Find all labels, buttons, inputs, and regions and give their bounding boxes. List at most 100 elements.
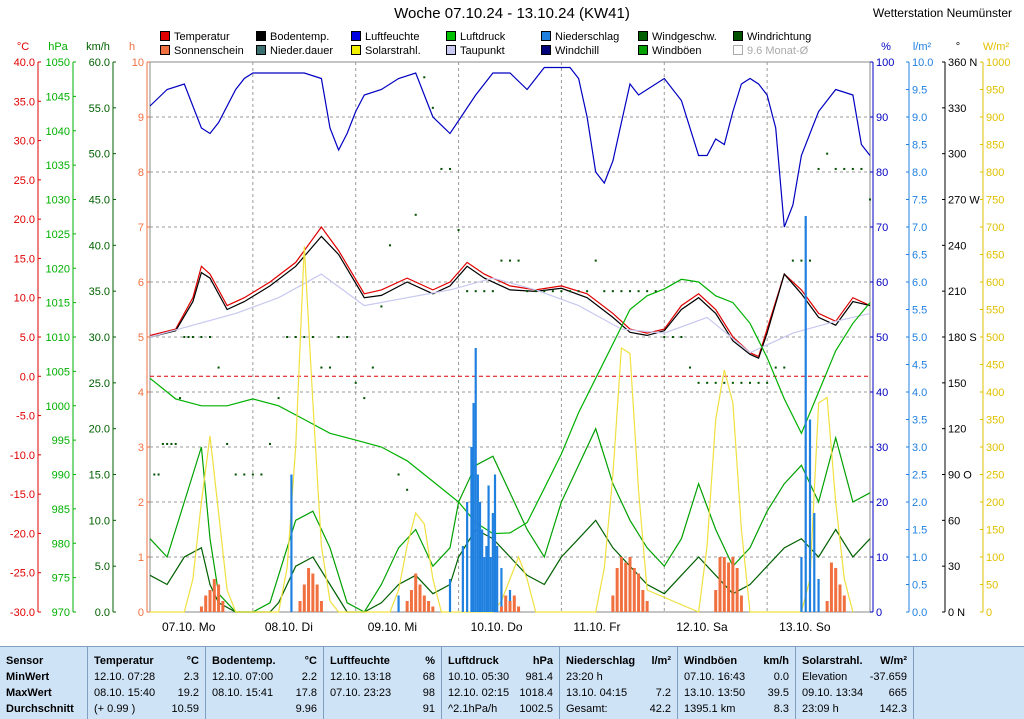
- stats-cell: 10.10. 05:30: [448, 671, 510, 683]
- bar-sonnenschein: [319, 601, 323, 612]
- point-windrichtung: [303, 336, 306, 338]
- bar-sonnenschein: [718, 557, 722, 612]
- hum-tick-label: 60: [876, 277, 888, 289]
- dir-tick-label: 180 S: [948, 332, 977, 344]
- solar-tick-label: 350: [986, 415, 1004, 427]
- hum-tick-label: 10: [876, 552, 888, 564]
- point-windrichtung: [363, 397, 366, 400]
- bar-niederschlag: [496, 546, 499, 612]
- legend-swatch: [638, 45, 648, 55]
- bar-niederschlag: [804, 216, 807, 612]
- point-windrichtung: [731, 381, 734, 384]
- solar-tick-label: 200: [986, 497, 1004, 509]
- bar-sonnenschein: [517, 606, 521, 612]
- legend-item: Bodentemp.: [256, 31, 329, 43]
- dir-tick-label: 270 W: [948, 195, 980, 207]
- point-windrichtung: [534, 290, 537, 293]
- press-tick-label: 1020: [46, 263, 70, 275]
- temp-tick-label: 30.0: [14, 136, 35, 148]
- bar-niederschlag: [481, 529, 484, 612]
- point-windrichtung: [191, 336, 194, 338]
- bar-sonnenschein: [829, 562, 833, 612]
- temp-axis-unit: °C: [17, 41, 29, 53]
- stats-value: 7.2: [655, 687, 671, 699]
- point-windrichtung: [774, 366, 777, 369]
- stats-value: 19.2: [177, 687, 199, 699]
- stats-header: Niederschlag: [566, 655, 636, 667]
- point-windrichtung: [226, 442, 229, 445]
- point-windrichtung: [834, 167, 837, 170]
- press-tick-label: 1040: [46, 126, 70, 138]
- legend-item: Windrichtung: [733, 31, 811, 43]
- solar-tick-label: 400: [986, 387, 1004, 399]
- bar-sonnenschein: [418, 584, 422, 612]
- sun-tick-label: 8: [138, 167, 144, 179]
- stats-cell: 13.10. 04:15: [566, 687, 628, 699]
- legend-swatch: [256, 31, 266, 41]
- hum-tick-label: 80: [876, 167, 888, 179]
- hum-axis-unit: %: [881, 41, 891, 53]
- point-windrichtung: [294, 336, 297, 338]
- solar-tick-label: 450: [986, 360, 1004, 372]
- point-windrichtung: [809, 259, 811, 262]
- press-tick-label: 1045: [46, 91, 70, 103]
- rain-tick-label: 5.0: [912, 332, 927, 344]
- point-windrichtung: [320, 366, 323, 369]
- rain-tick-label: 1.0: [912, 552, 927, 564]
- press-tick-label: 1050: [46, 57, 70, 69]
- legend-label: Windchill: [555, 45, 600, 57]
- legend-swatch: [351, 45, 361, 55]
- stats-unit: km/h: [763, 655, 789, 667]
- point-windrichtung: [217, 366, 220, 369]
- bar-niederschlag: [470, 447, 473, 612]
- wind-tick-label: 60.0: [89, 57, 110, 69]
- x-tick-label: 11.10. Fr: [573, 620, 620, 634]
- temp-tick-label: 10.0: [14, 293, 35, 305]
- bar-sonnenschein: [834, 568, 838, 612]
- solar-tick-label: 600: [986, 277, 1004, 289]
- point-windrichtung: [800, 259, 803, 262]
- rain-tick-label: 9.5: [912, 85, 927, 97]
- temp-tick-label: 15.0: [14, 253, 35, 265]
- dir-tick-label: 0 N: [948, 607, 965, 619]
- bar-niederschlag: [485, 546, 488, 612]
- point-windrichtung: [869, 198, 871, 201]
- press-tick-label: 980: [52, 538, 70, 550]
- solar-tick-label: 250: [986, 470, 1004, 482]
- stats-section: Luftfeuchte% 12.10. 13:18 68 07.10. 23:23 98…: [324, 647, 442, 719]
- legend-label: Luftdruck: [460, 31, 506, 43]
- bar-sonnenschein: [825, 601, 829, 612]
- legend-label: Nieder.dauer: [270, 45, 333, 57]
- point-windrichtung: [183, 336, 186, 338]
- point-windrichtung: [757, 381, 760, 384]
- x-tick-label: 08.10. Di: [265, 620, 313, 634]
- rain-tick-label: 7.0: [912, 222, 927, 234]
- solar-tick-label: 100: [986, 552, 1004, 564]
- legend-item: Taupunkt: [446, 45, 505, 57]
- point-windrichtung: [491, 290, 494, 293]
- solar-tick-label: 0: [986, 607, 992, 619]
- stats-value: 0.0: [773, 671, 789, 683]
- rain-tick-label: 10.0: [912, 57, 933, 69]
- wind-tick-label: 25.0: [89, 378, 110, 390]
- wind-axis-unit: km/h: [86, 41, 110, 53]
- point-windrichtung: [611, 290, 614, 293]
- stats-section: Temperatur °C 12.10. 07:28 2.3 08.10. 15:40 1…: [88, 647, 206, 719]
- line-luftdruck: [149, 278, 871, 535]
- point-windrichtung: [509, 259, 511, 262]
- bar-niederschlag: [472, 403, 475, 612]
- bar-sonnenschein: [221, 601, 225, 612]
- point-windrichtung: [251, 473, 254, 476]
- press-tick-label: 1015: [46, 298, 70, 310]
- temp-tick-label: 25.0: [14, 175, 35, 187]
- point-windrichtung: [851, 167, 854, 170]
- stats-unit: l/m²: [651, 655, 671, 667]
- press-tick-label: 1035: [46, 160, 70, 172]
- bar-niederschlag: [474, 348, 477, 612]
- point-windrichtung: [714, 381, 717, 384]
- stats-cell: MaxWert: [6, 687, 52, 699]
- stats-cell: 13.10. 13:50: [684, 687, 746, 699]
- stats-cell: 12.10. 07:00: [212, 671, 274, 683]
- bar-sonnenschein: [722, 557, 726, 612]
- bar-sonnenschein: [405, 601, 409, 612]
